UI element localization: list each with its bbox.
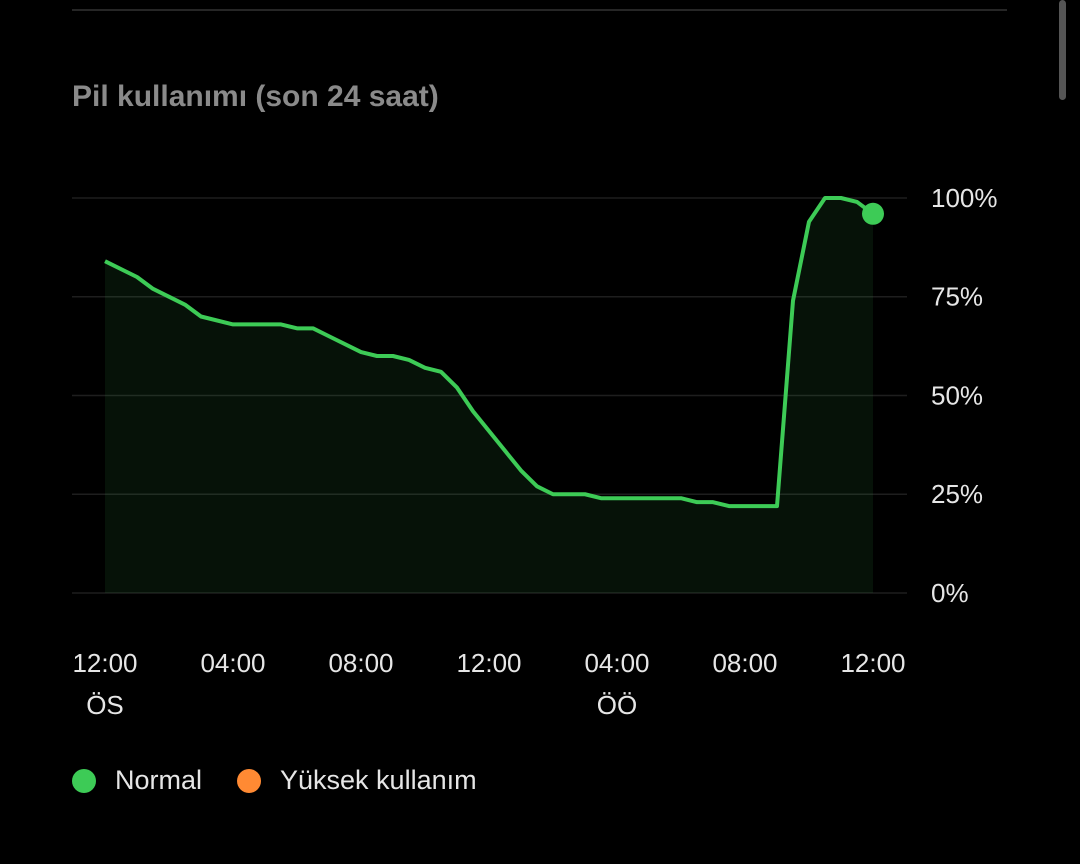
y-tick-label: 75% bbox=[931, 282, 983, 312]
legend-swatch bbox=[237, 769, 262, 793]
line bbox=[104, 196, 875, 509]
x-tick-label: 08:00 bbox=[328, 648, 393, 678]
legend-label: Yüksek kullanım bbox=[280, 765, 477, 795]
y-tick-label: 50% bbox=[931, 380, 983, 410]
x-tick-label: 12:00 bbox=[840, 648, 905, 678]
y-tick-label: 25% bbox=[931, 479, 983, 509]
y-tick-label: 100% bbox=[931, 183, 998, 213]
scrollbar bbox=[1059, 0, 1066, 100]
x-tick-label: 12:00 bbox=[456, 648, 521, 678]
x-tick-label: 12:00 bbox=[72, 648, 137, 678]
legend-label: Normal bbox=[115, 765, 202, 795]
x-tick-label: 04:00 bbox=[200, 648, 265, 678]
chart-title: Pil kullanımı (son 24 saat) bbox=[72, 80, 439, 113]
x-tick-label: 04:00 bbox=[584, 648, 649, 678]
x-tick-period: ÖS bbox=[86, 690, 124, 720]
x-tick-label: 08:00 bbox=[712, 648, 777, 678]
area-fill bbox=[105, 198, 873, 593]
legend-swatch bbox=[72, 769, 96, 793]
current-point bbox=[862, 202, 884, 225]
x-tick-period: ÖÖ bbox=[597, 690, 637, 720]
y-tick-label: 0% bbox=[931, 578, 969, 608]
